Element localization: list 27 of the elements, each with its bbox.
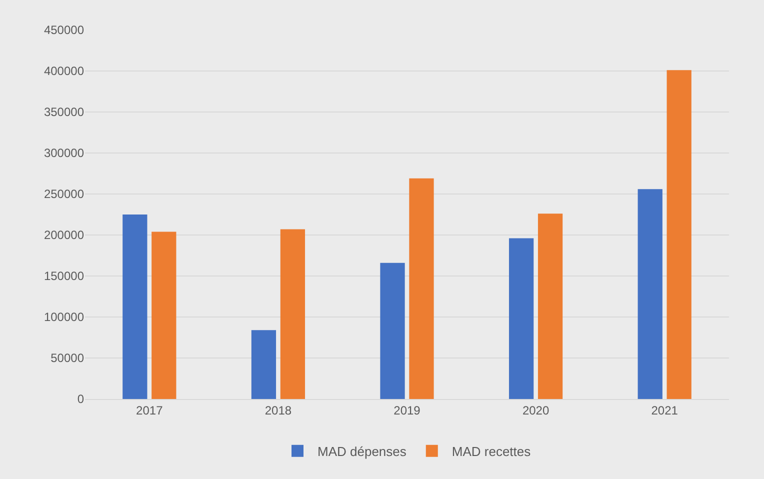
x-tick-label: 2017 <box>136 403 164 418</box>
bar <box>666 70 692 399</box>
y-tick-label: 350000 <box>44 105 84 120</box>
bar <box>409 178 434 399</box>
y-tick-label: 200000 <box>44 228 84 242</box>
y-tick-label: 50000 <box>50 351 84 366</box>
legend-label: MAD dépenses <box>318 444 407 459</box>
bar <box>538 214 563 399</box>
bar <box>508 238 534 399</box>
x-tick-label: 2020 <box>522 403 550 418</box>
bar <box>122 214 148 399</box>
y-tick-label: 0 <box>77 392 84 406</box>
legend-label: MAD recettes <box>452 444 532 459</box>
y-tick-label: 100000 <box>44 310 84 324</box>
x-tick-label: 2021 <box>651 403 678 418</box>
bar <box>280 229 306 399</box>
y-tick-label: 250000 <box>44 187 84 202</box>
y-tick-label: 400000 <box>44 64 84 78</box>
bar <box>251 330 276 399</box>
bar <box>152 232 176 399</box>
bar <box>638 189 662 399</box>
bar <box>380 262 405 399</box>
y-tick-label: 150000 <box>44 269 84 284</box>
y-tick-label: 450000 <box>44 23 84 38</box>
x-tick-label: 2019 <box>394 403 421 418</box>
y-tick-label: 300000 <box>44 146 84 160</box>
x-tick-label: 2018 <box>264 403 292 418</box>
